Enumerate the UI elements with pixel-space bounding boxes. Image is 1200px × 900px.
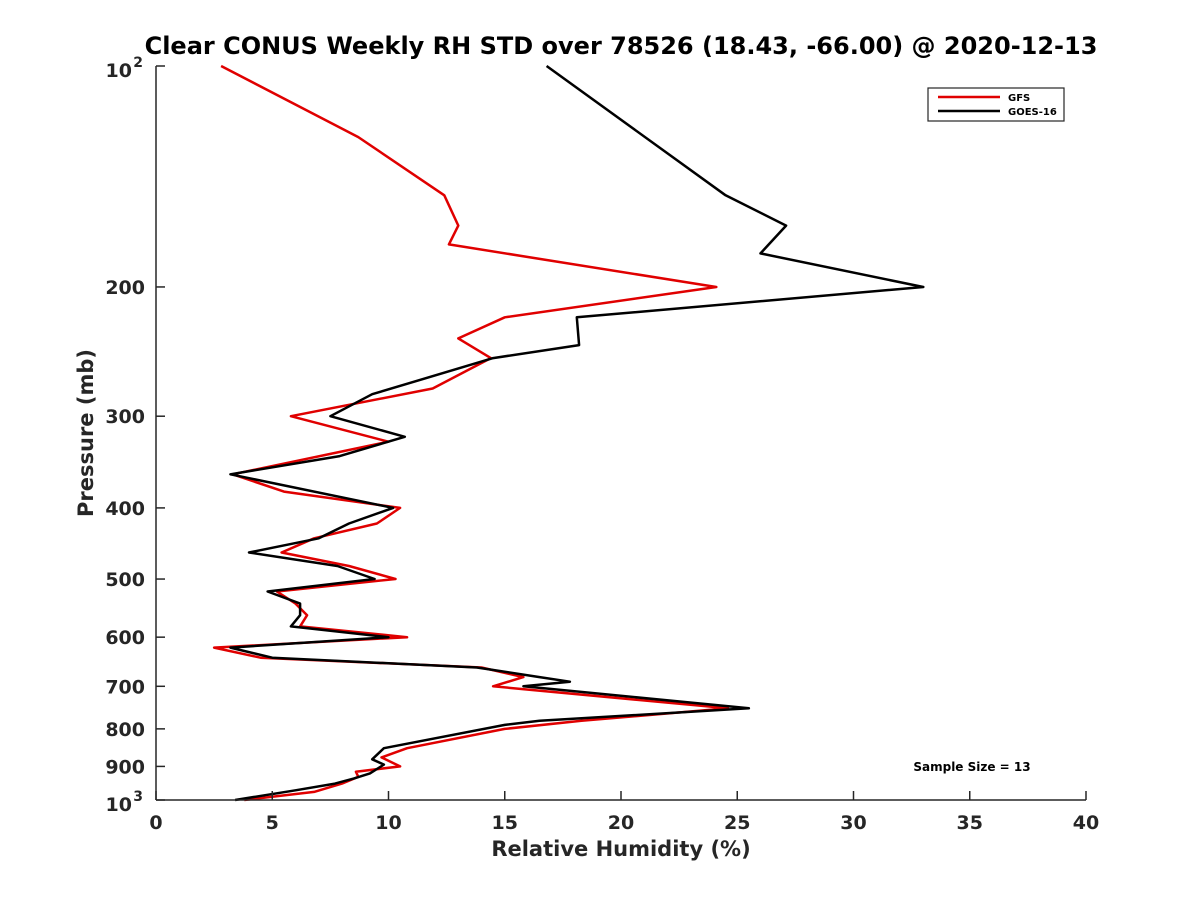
legend-label-goes16: GOES-16 — [1008, 107, 1057, 118]
plot-area — [156, 66, 1086, 800]
y-axis-label: Pressure (mb) — [74, 349, 98, 517]
y-tick-label: 10 — [106, 60, 132, 82]
y-tick-exponent: 2 — [133, 55, 143, 71]
y-tick-exponent: 3 — [133, 789, 143, 805]
x-ticks: 0 5 10 15 20 25 30 35 40 — [149, 791, 1099, 834]
x-tick-label: 25 — [724, 812, 750, 834]
legend-label-gfs: GFS — [1008, 93, 1030, 104]
y-tick-label: 10 — [106, 794, 132, 816]
y-tick-label: 700 — [105, 676, 145, 698]
y-tick-label: 800 — [105, 719, 145, 741]
legend: GFS GOES-16 — [927, 87, 1065, 122]
series-line-goes16 — [229, 64, 925, 802]
x-tick-label: 40 — [1073, 812, 1099, 834]
y-tick-label: 400 — [105, 498, 145, 520]
y-tick-label: 900 — [105, 756, 145, 778]
series-layer — [212, 64, 925, 802]
sample-size-annotation: Sample Size = 13 — [913, 760, 1030, 774]
y-tick-label: 600 — [105, 627, 145, 649]
x-tick-label: 5 — [266, 812, 279, 834]
x-axis-label: Relative Humidity (%) — [491, 837, 750, 861]
x-tick-label: 10 — [375, 812, 401, 834]
x-tick-label: 35 — [957, 812, 983, 834]
y-tick-label: 500 — [105, 569, 145, 591]
x-tick-label: 30 — [840, 812, 866, 834]
x-tick-label: 0 — [149, 812, 162, 834]
legend-box — [927, 87, 1065, 122]
x-tick-label: 15 — [492, 812, 518, 834]
chart-title: Clear CONUS Weekly RH STD over 78526 (18… — [145, 32, 1098, 60]
y-tick-label: 200 — [105, 277, 145, 299]
y-tick-label: 300 — [105, 406, 145, 428]
x-tick-label: 20 — [608, 812, 634, 834]
